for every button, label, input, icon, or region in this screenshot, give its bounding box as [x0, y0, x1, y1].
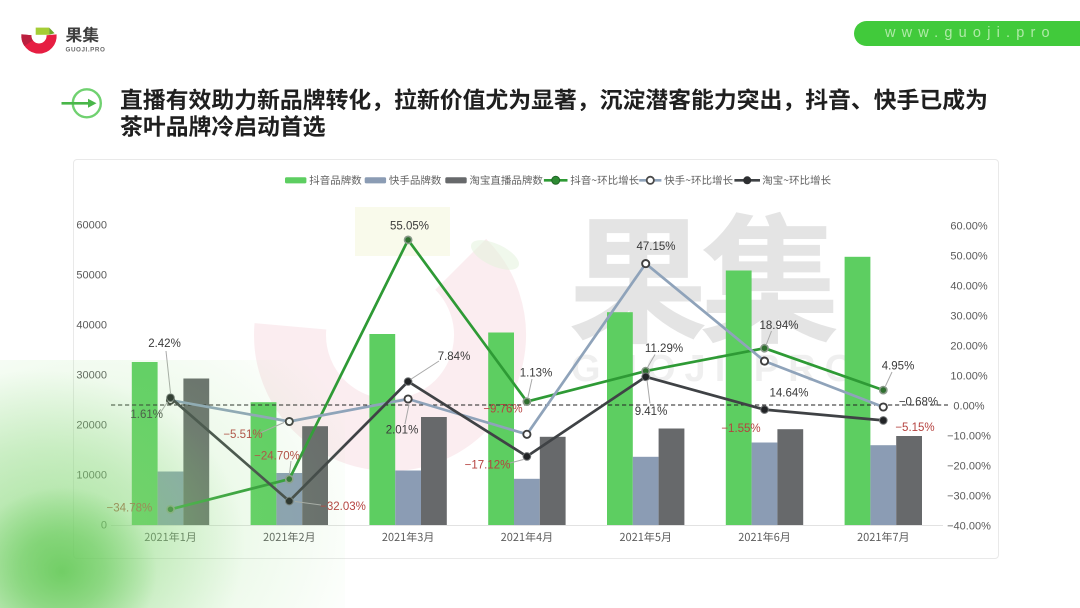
svg-text:2.01%: 2.01% — [386, 425, 419, 437]
svg-text:10000: 10000 — [76, 470, 107, 482]
svg-text:GUOJI.PRO: GUOJI.PRO — [66, 47, 106, 54]
svg-text:−20.00%: −20.00% — [947, 460, 991, 472]
svg-text:55.05%: 55.05% — [390, 221, 429, 233]
svg-text:1.61%: 1.61% — [130, 409, 163, 421]
svg-text:14.64%: 14.64% — [769, 388, 808, 400]
svg-text:−40.00%: −40.00% — [947, 520, 991, 532]
svg-text:50.00%: 50.00% — [950, 250, 988, 262]
svg-text:2.42%: 2.42% — [148, 338, 181, 350]
svg-text:−34.78%: −34.78% — [107, 503, 153, 515]
svg-text:−17.12%: −17.12% — [465, 460, 511, 472]
svg-text:−5.51%: −5.51% — [223, 429, 262, 441]
svg-text:11.29%: 11.29% — [645, 343, 683, 355]
svg-text:30000: 30000 — [76, 370, 107, 382]
svg-text:47.15%: 47.15% — [636, 241, 675, 253]
svg-text:40000: 40000 — [76, 320, 107, 332]
svg-text:7.84%: 7.84% — [438, 351, 471, 363]
svg-text:−24.70%: −24.70% — [254, 451, 300, 463]
svg-text:40.00%: 40.00% — [950, 280, 988, 292]
svg-text:−0.68%: −0.68% — [899, 397, 938, 409]
svg-text:10.00%: 10.00% — [950, 370, 988, 382]
svg-text:0.00%: 0.00% — [953, 400, 984, 412]
svg-text:20000: 20000 — [76, 420, 107, 432]
svg-text:20.00%: 20.00% — [950, 340, 988, 352]
svg-text:−30.00%: −30.00% — [947, 490, 991, 502]
svg-text:−1.55%: −1.55% — [721, 423, 760, 435]
svg-text:0: 0 — [101, 520, 107, 532]
svg-text:60000: 60000 — [76, 220, 107, 232]
svg-text:−10.00%: −10.00% — [947, 430, 991, 442]
svg-text:−32.03%: −32.03% — [320, 501, 366, 513]
svg-text:−5.15%: −5.15% — [895, 422, 934, 434]
svg-text:18.94%: 18.94% — [759, 320, 798, 332]
svg-text:−9.76%: −9.76% — [483, 404, 522, 416]
svg-text:9.41%: 9.41% — [635, 406, 668, 418]
svg-text:1.13%: 1.13% — [520, 368, 553, 380]
svg-text:50000: 50000 — [76, 270, 107, 282]
svg-text:4.95%: 4.95% — [882, 361, 915, 373]
svg-text:30.00%: 30.00% — [950, 310, 988, 322]
svg-text:60.00%: 60.00% — [950, 220, 988, 232]
